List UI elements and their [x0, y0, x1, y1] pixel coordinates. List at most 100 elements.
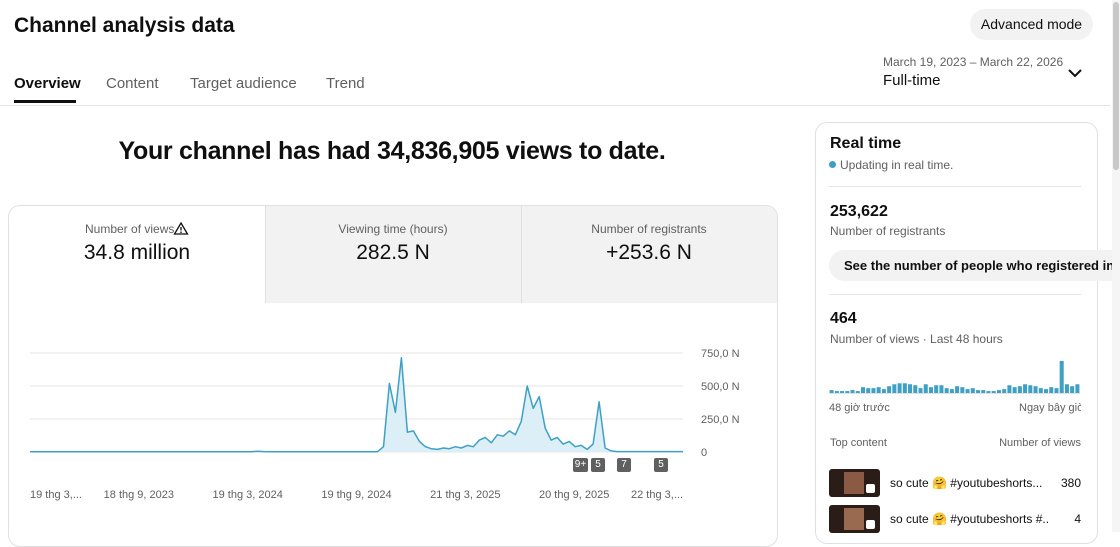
bar: [1070, 386, 1075, 393]
area-fill: [30, 357, 683, 452]
button-label[interactable]: See the number of people who registered …: [844, 258, 1112, 273]
top-content-views-label: Number of views: [999, 437, 1081, 449]
bar: [834, 391, 839, 393]
registrants-label: Number of registrants: [830, 224, 946, 238]
metrics-card: Number of views 34.8 million Viewing tim…: [8, 205, 778, 547]
bar: [866, 388, 871, 393]
bar: [881, 389, 886, 393]
realtime-title: Real time: [830, 135, 902, 152]
bar: [871, 388, 876, 393]
bar: [1075, 384, 1080, 393]
x-start-label: 48 giờ trước: [829, 402, 890, 414]
registrants-value: 253,622: [830, 203, 888, 220]
top-content-label: Top content: [830, 437, 887, 449]
bar: [928, 387, 933, 393]
bar: [934, 385, 939, 393]
content-title[interactable]: so cute 🤗 #youtubeshorts...: [890, 476, 1042, 490]
bar: [902, 383, 907, 393]
tab-divider: [265, 206, 266, 303]
bar: [991, 391, 996, 393]
tab-underline: [14, 100, 76, 103]
metric-label[interactable]: Number of registrants: [591, 222, 707, 236]
warning-icon[interactable]: [173, 221, 189, 236]
thumbnail[interactable]: [829, 505, 880, 533]
date-range[interactable]: March 19, 2023 – March 22, 2026: [883, 55, 1064, 69]
bar: [976, 390, 981, 393]
page-title: Channel analysis data: [14, 14, 235, 37]
bar: [970, 388, 975, 393]
event-badge[interactable]: 5: [654, 458, 668, 472]
y-tick-label: 750,0 N: [701, 348, 740, 360]
tab[interactable]: Content: [106, 75, 159, 92]
shorts-icon: [866, 520, 875, 529]
x-tick-label: 18 thg 9, 2023: [104, 489, 174, 501]
live-dot: [829, 161, 836, 168]
thumbnail-figure: [844, 508, 864, 530]
y-tick-label: 250,0 N: [701, 414, 740, 426]
metric-value[interactable]: 282.5 N: [356, 241, 430, 264]
bar: [981, 390, 986, 393]
bar: [1033, 386, 1038, 393]
x-tick-label: 20 thg 9, 2025: [539, 489, 609, 501]
bar: [1054, 388, 1059, 393]
bar: [960, 387, 965, 393]
bar: [855, 391, 860, 393]
tab-divider: [521, 206, 522, 303]
y-tick-label: 500,0 N: [701, 381, 740, 393]
views-chart: 0 250,0 N 500,0 N 750,0 N 19 thg 3,... 18 thg…: [30, 348, 740, 501]
bar: [876, 387, 881, 393]
metric-label[interactable]: Number of views: [85, 222, 175, 236]
event-badge[interactable]: 5: [591, 458, 605, 472]
x-end-label: Ngay bây giờ: [1019, 402, 1081, 414]
bar: [1012, 387, 1017, 393]
advanced-mode-button[interactable]: Advanced mode: [970, 9, 1093, 40]
bar: [996, 390, 1001, 393]
dropdown-chevron[interactable]: [1066, 66, 1084, 80]
bar: [845, 391, 850, 393]
bar: [1007, 385, 1012, 393]
views-line: [30, 357, 683, 453]
bar: [1023, 384, 1028, 393]
registrants-button[interactable]: See the number of people who registered …: [829, 250, 1112, 281]
content-views: 380: [1060, 476, 1081, 490]
bar: [1017, 386, 1022, 393]
content-title[interactable]: so cute 🤗 #youtubeshorts #...: [890, 512, 1050, 526]
bar: [1002, 389, 1007, 393]
metric-label[interactable]: Viewing time (hours): [338, 222, 448, 236]
y-tick-label: 0: [701, 447, 707, 459]
divider: [829, 294, 1081, 295]
bar: [1059, 360, 1064, 393]
bar: [908, 384, 913, 393]
bar: [897, 383, 902, 393]
tab[interactable]: Trend: [326, 75, 365, 92]
views-value: 464: [830, 310, 857, 327]
bar: [892, 384, 897, 393]
bar: [949, 389, 954, 393]
summary: Your channel has had 34,836,905 views to…: [118, 137, 666, 165]
bar: [1028, 385, 1033, 393]
x-tick-label: 19 thg 3, 2024: [212, 489, 282, 501]
x-tick-label: 22 thg 3,...: [631, 489, 683, 501]
event-badge[interactable]: 9+: [573, 458, 588, 472]
x-tick-label: 19 thg 9, 2024: [321, 489, 391, 501]
scrollbar-thumb[interactable]: [1113, 2, 1119, 170]
bar: [955, 386, 960, 393]
thumbnail[interactable]: [829, 469, 880, 497]
tab[interactable]: Overview: [14, 75, 81, 92]
bar: [850, 390, 855, 393]
period[interactable]: Full-time: [883, 72, 941, 89]
bar: [913, 385, 918, 393]
event-badge[interactable]: 7: [617, 458, 631, 472]
scrollbar[interactable]: [1112, 0, 1120, 532]
tab[interactable]: Target audience: [190, 75, 297, 92]
bar: [887, 386, 892, 393]
bar: [860, 387, 866, 393]
metric-value[interactable]: 34.8 million: [83, 241, 191, 264]
bar: [1049, 387, 1054, 393]
views-label: Number of views · Last 48 hours: [830, 332, 1003, 346]
divider: [829, 186, 1081, 187]
realtime-bars: [829, 360, 1080, 394]
bar: [918, 388, 923, 393]
metric-value[interactable]: +253.6 N: [606, 241, 692, 264]
